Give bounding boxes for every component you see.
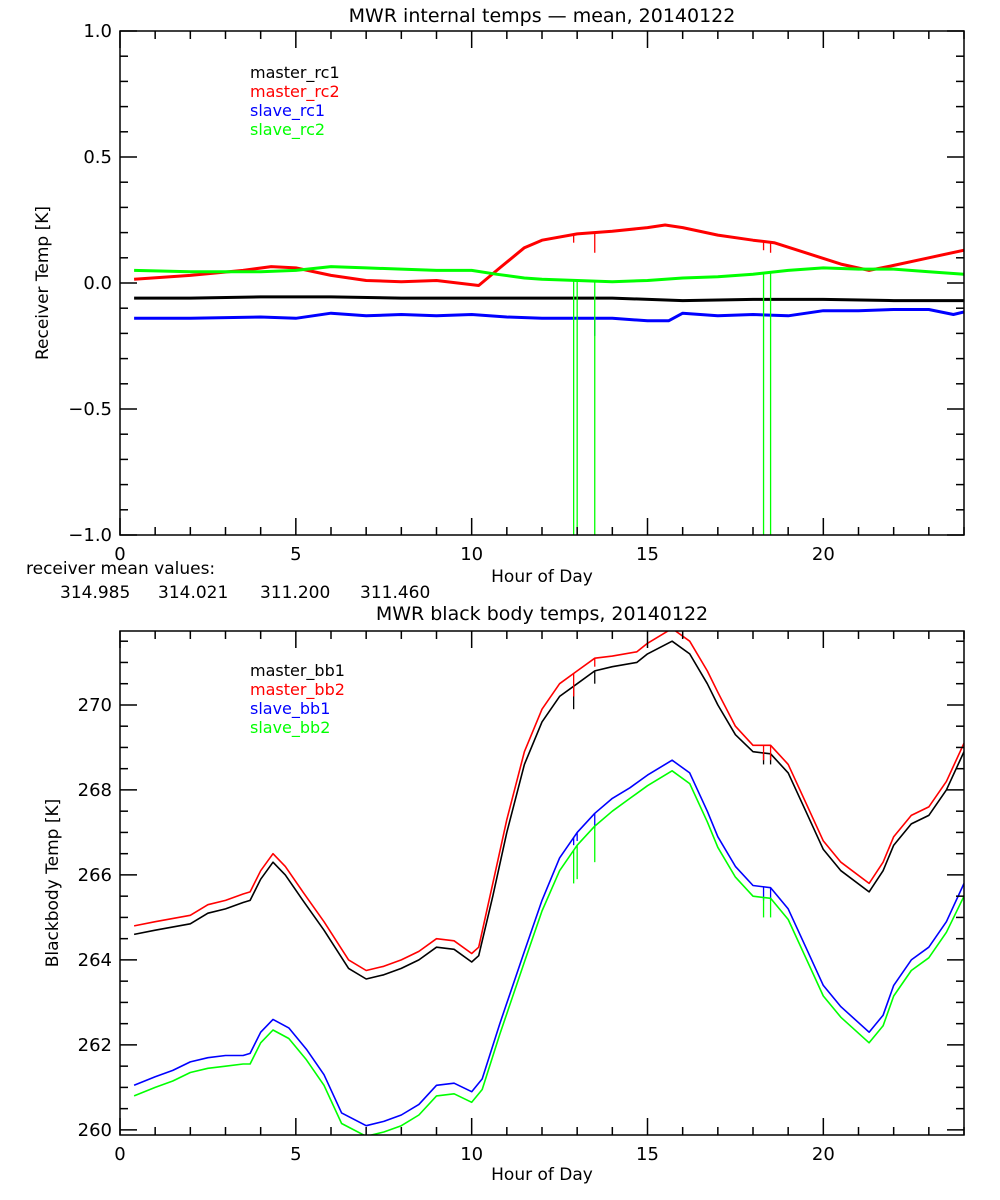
y-tick-label: 0.5 bbox=[83, 147, 112, 168]
x-tick-label: 10 bbox=[460, 544, 483, 565]
x-axis-label-top: Hour of Day bbox=[491, 567, 593, 587]
x-tick-label: 5 bbox=[290, 544, 301, 565]
series-line-master-rc2 bbox=[133, 223, 964, 287]
series-group bbox=[133, 223, 964, 535]
y-tick-label: 268 bbox=[78, 780, 112, 801]
legend-entry-slave-rc1: slave_rc1 bbox=[250, 101, 325, 121]
legend-entry-slave-rc2: slave_rc2 bbox=[250, 120, 325, 140]
panel-blackbody-temps: 0 5 10 15 20 260 262 264 266 268 270 master_bb1mast… bbox=[78, 630, 965, 1165]
receiver-mean-master-rc1: 314.985 bbox=[60, 583, 130, 603]
receiver-mean-slave-rc2: 311.460 bbox=[360, 583, 430, 603]
legend-entry-master-bb1: master_bb1 bbox=[250, 661, 345, 681]
series-line-slave-bb2 bbox=[133, 770, 964, 1135]
y-tick-label: 270 bbox=[78, 695, 112, 716]
y-tick-label: 266 bbox=[78, 865, 112, 886]
y-tick-label: −0.5 bbox=[68, 399, 112, 420]
receiver-mean-master-rc2: 314.021 bbox=[158, 583, 228, 603]
series-group bbox=[133, 631, 964, 1135]
y-tick-label: 262 bbox=[78, 1035, 112, 1056]
x-tick-label: 5 bbox=[290, 1144, 301, 1165]
x-tick-label: 20 bbox=[812, 1144, 835, 1165]
x-tick-label: 10 bbox=[460, 1144, 483, 1165]
x-tick-label: 15 bbox=[636, 1144, 659, 1165]
plot-frame bbox=[119, 30, 965, 536]
y-tick-label: 1.0 bbox=[83, 21, 112, 42]
panel-internal-temps: 0 5 10 15 20 −1.0 −0.5 0.0 0.5 1.0 master_rc1maste… bbox=[68, 21, 965, 565]
legend-entry-master-rc2: master_rc2 bbox=[250, 82, 340, 102]
receiver-mean-label: receiver mean values: bbox=[26, 559, 215, 579]
y-tick-label: −1.0 bbox=[68, 525, 112, 546]
x-axis-label-bottom: Hour of Day bbox=[491, 1165, 593, 1185]
x-tick-label: 20 bbox=[812, 544, 835, 565]
y-axis-label-top: Receiver Temp [K] bbox=[33, 206, 53, 360]
chart-title-blackbody-temps: MWR black body temps, 20140122 bbox=[376, 603, 708, 625]
x-tick-label: 0 bbox=[114, 544, 125, 565]
series-line-master-bb1 bbox=[133, 640, 964, 980]
series-line-slave-rc1 bbox=[134, 308, 964, 323]
series-line-master-bb2 bbox=[133, 631, 964, 972]
legend-entry-master-bb2: master_bb2 bbox=[250, 680, 345, 700]
legend-entry-slave-bb1: slave_bb1 bbox=[250, 699, 330, 719]
y-tick-label: 264 bbox=[78, 950, 112, 971]
y-axis-label-bottom: Blackbody Temp [K] bbox=[43, 799, 63, 968]
receiver-mean-slave-rc1: 311.200 bbox=[260, 583, 330, 603]
series-line-slave-rc2 bbox=[134, 265, 964, 284]
x-tick-label: 0 bbox=[114, 1144, 125, 1165]
series-line-master-rc1 bbox=[134, 295, 964, 303]
chart-title-internal-temps: MWR internal temps — mean, 20140122 bbox=[349, 5, 736, 27]
legend-entry-slave-bb2: slave_bb2 bbox=[250, 718, 330, 738]
y-tick-label: 260 bbox=[78, 1120, 112, 1141]
series-line-slave-bb1 bbox=[133, 759, 964, 1127]
plot-frame bbox=[119, 630, 965, 1136]
x-tick-label: 15 bbox=[636, 544, 659, 565]
y-tick-label: 0.0 bbox=[83, 273, 112, 294]
legend-entry-master-rc1: master_rc1 bbox=[250, 63, 340, 83]
